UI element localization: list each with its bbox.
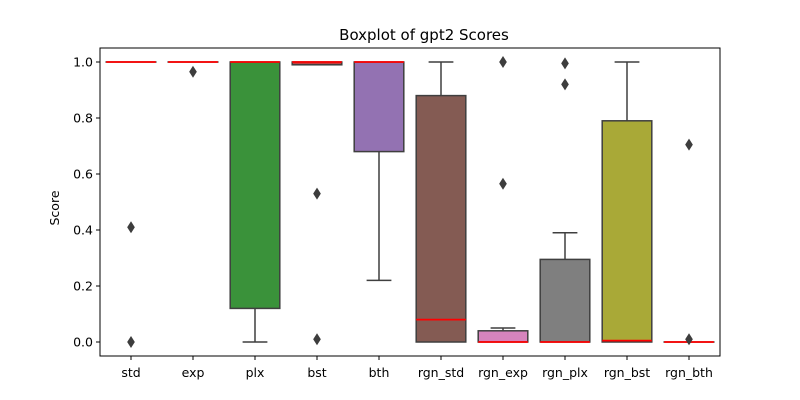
box-bst <box>291 61 343 346</box>
x-tick-label: bth <box>369 365 390 380</box>
x-tick-label: exp <box>182 365 205 380</box>
outlier-point-bst-0 <box>313 187 321 200</box>
box-exp <box>167 61 219 78</box>
outlier-point-rgn_bth-1 <box>685 333 693 346</box>
outlier-point-rgn_exp-1 <box>499 177 507 190</box>
outlier-point-rgn_plx-1 <box>561 78 569 91</box>
outlier-point-rgn_exp-0 <box>499 56 507 68</box>
axes: 0.0 0.2 0.4 0.6 0.8 1.0 std exp plx bst bth rgn_std… <box>73 47 721 380</box>
box-body-rgn_exp <box>477 330 529 343</box>
outlier-point-std-1 <box>127 336 135 348</box>
box-rgn_plx <box>539 57 591 343</box>
box-bth <box>353 61 405 282</box>
box-rgn_std <box>415 61 467 343</box>
x-tick-label: std <box>121 365 140 380</box>
box-rgn_exp <box>477 56 529 343</box>
box-std <box>105 61 157 348</box>
box-body-plx <box>229 61 281 310</box>
x-tick-label: rgn_bst <box>604 365 650 380</box>
y-tick-label: 0.0 <box>73 335 93 350</box>
outlier-point-rgn_plx-0 <box>561 57 569 70</box>
y-tick-label: 1.0 <box>73 55 93 70</box>
box-body-rgn_std <box>415 94 467 343</box>
x-tick-label: bst <box>307 365 326 380</box>
box-rgn_bst <box>601 61 653 343</box>
box-body-bth <box>353 61 405 153</box>
outlier-point-bst-1 <box>313 333 321 346</box>
outlier-point-std-0 <box>127 221 135 234</box>
y-tick-label: 0.6 <box>73 167 93 182</box>
chart-title: Boxplot of gpt2 Scores <box>339 26 509 44</box>
y-tick-label: 0.8 <box>73 111 93 126</box>
outlier-point-exp-0 <box>189 65 197 78</box>
box-rgn_bth <box>663 138 715 346</box>
outlier-point-rgn_bth-0 <box>685 138 693 151</box>
y-tick-label: 0.4 <box>73 223 93 238</box>
x-tick-label: plx <box>246 365 265 380</box>
x-tick-label: rgn_plx <box>542 365 588 380</box>
y-axis-label: Score <box>47 190 62 225</box>
x-tick-label: rgn_std <box>418 365 464 380</box>
plot-area <box>105 56 715 348</box>
x-tick-label: rgn_bth <box>665 365 713 380</box>
box-plx <box>229 61 281 343</box>
box-body-rgn_bst <box>601 120 653 343</box>
box-body-rgn_plx <box>539 258 591 343</box>
x-tick-label: rgn_exp <box>478 365 528 380</box>
y-tick-label: 0.2 <box>73 279 93 294</box>
axes-frame <box>99 47 721 357</box>
